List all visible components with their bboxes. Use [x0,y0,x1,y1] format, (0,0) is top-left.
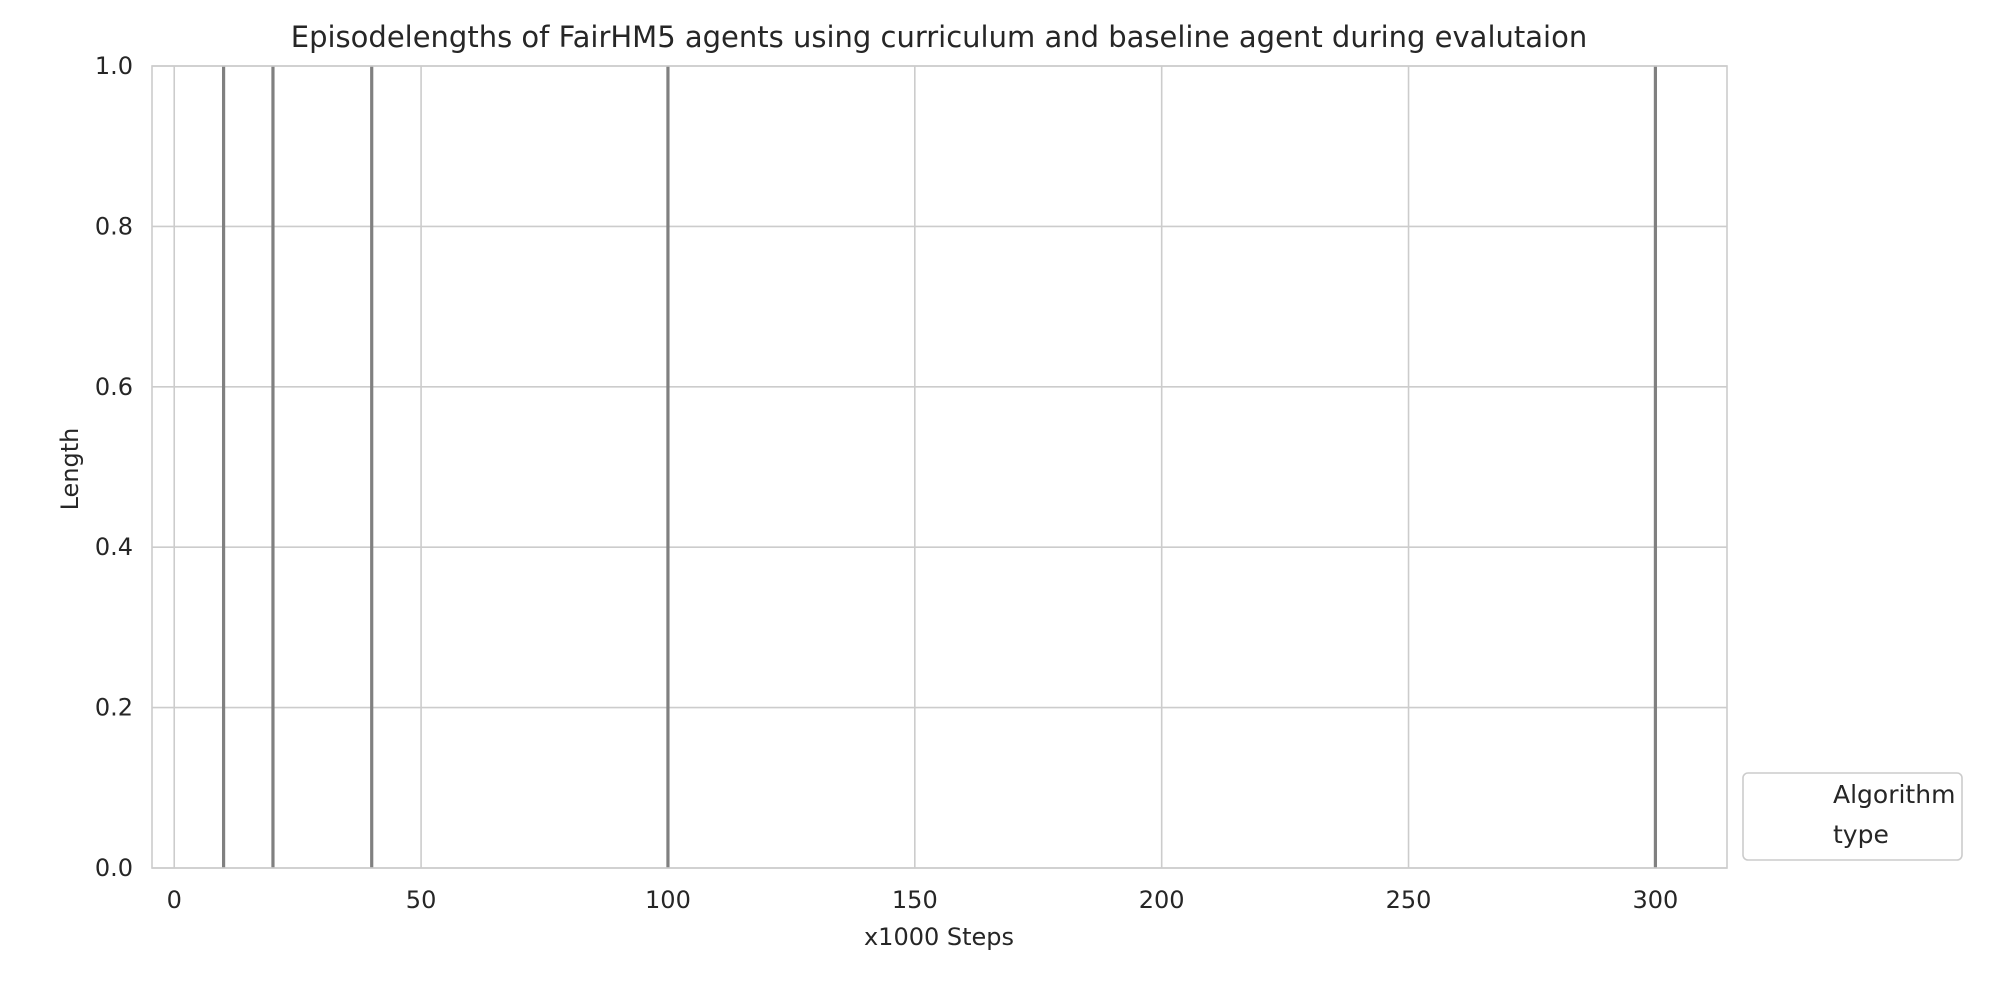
x-tick-label: 50 [406,886,437,914]
x-tick-label: 0 [167,886,182,914]
y-tick-label: 1.0 [95,52,133,80]
legend: Algorithm type [1742,772,1963,861]
y-tick-label: 0.8 [95,212,133,240]
y-tick-label: 0.4 [95,533,133,561]
plot-frame [151,65,1728,869]
y-tick-label: 0.0 [95,854,133,882]
x-tick-label: 250 [1386,886,1432,914]
x-tick-label: 300 [1633,886,1679,914]
y-tick-label: 0.6 [95,373,133,401]
legend-entry: type [1833,820,1889,849]
legend-box [1742,772,1963,861]
x-tick-label: 200 [1139,886,1185,914]
y-axis-label: Length [56,428,84,511]
x-tick-labels: 0 50 100 150 200 250 300 [167,886,1679,914]
x-axis-label: x1000 Steps [864,923,1014,951]
x-tick-label: 100 [645,886,691,914]
vertical-markers [221,66,1658,868]
y-tick-labels: 0.0 0.2 0.4 0.6 0.8 1.0 [95,52,133,882]
grid-lines [152,65,1727,869]
y-tick-label: 0.2 [95,694,133,722]
legend-entry: Algorithm [1833,780,1955,809]
x-tick-label: 150 [892,886,938,914]
chart-title: Episodelengths of FairHM5 agents using c… [291,20,1587,54]
